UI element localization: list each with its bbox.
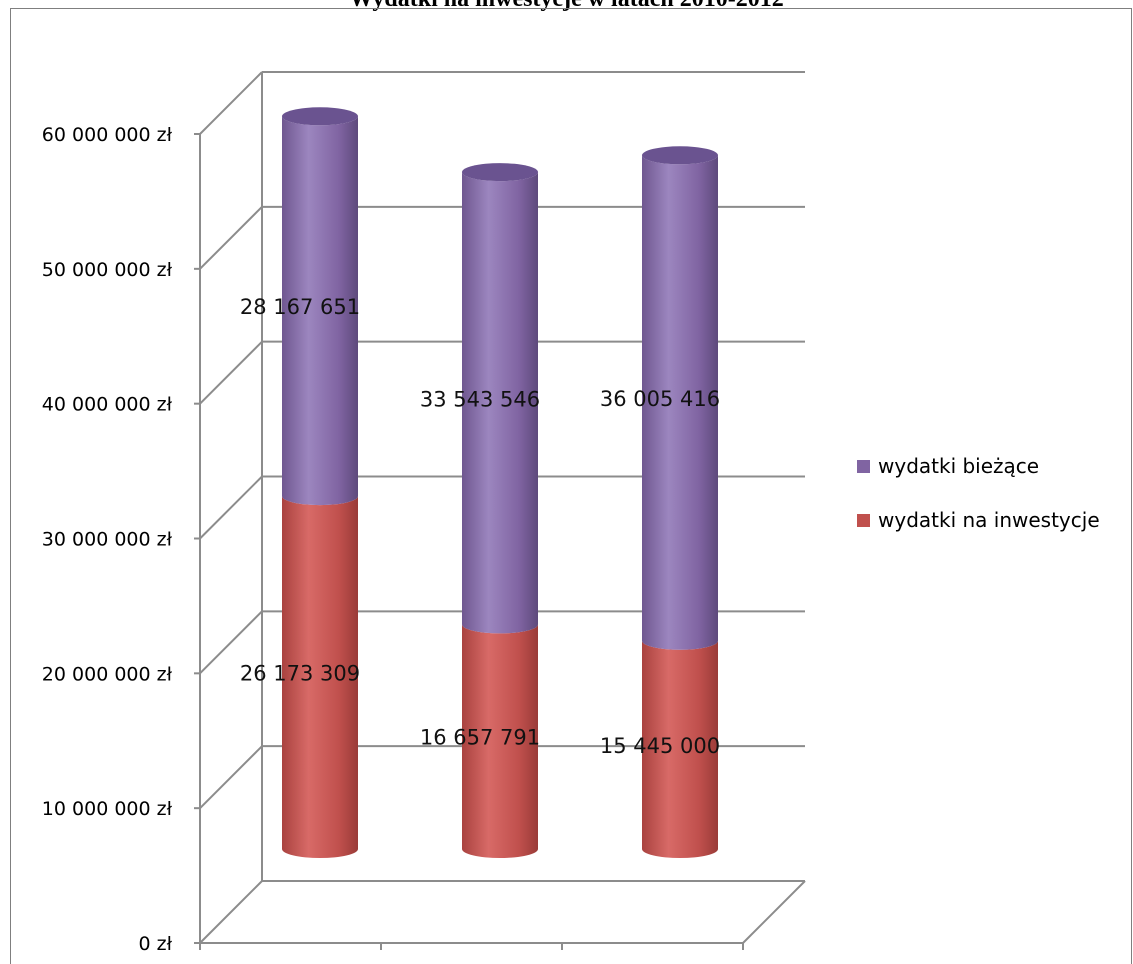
data-label: 26 173 309: [240, 662, 360, 686]
bar-top-cap: [282, 107, 358, 126]
gridline-side-1: [199, 745, 263, 809]
legend-swatch-wydatki-na-inwestycje: [857, 514, 870, 527]
chart-title: Wydatki na inwestycje w latach 2010-2012: [0, 0, 1133, 12]
bar-stack-2011: [462, 163, 538, 858]
gridline-side-6: [199, 71, 263, 135]
gridline-side-2: [199, 610, 263, 675]
bar-segment: [282, 116, 358, 506]
y-tick-label: 0 zł: [138, 933, 172, 955]
gridline-side-5: [199, 206, 263, 270]
y-tick-label: 10 000 000 zł: [42, 798, 173, 820]
data-labels-layer: 26 173 309 28 167 651 16 657 791 33 543 546…: [240, 295, 720, 758]
bar-segment: [642, 155, 718, 650]
gridline-side-3: [199, 475, 263, 540]
y-tick-label: 50 000 000 zł: [42, 259, 173, 281]
bar-top-cap: [642, 146, 718, 165]
bar-segment: [462, 172, 538, 634]
data-label: 15 445 000: [600, 734, 720, 758]
y-tick-label: 20 000 000 zł: [42, 663, 173, 685]
legend-label-wydatki-biezace: wydatki bieżące: [878, 454, 1039, 478]
bars-layer: [282, 107, 718, 858]
data-label: 36 005 416: [600, 387, 720, 411]
bar-segment: [642, 640, 718, 858]
bar-stack-2010: [282, 107, 358, 858]
gridline-side-4: [199, 340, 263, 405]
gridline-side-0: [199, 880, 263, 944]
bar-top-cap: [462, 163, 538, 182]
legend: wydatki bieżące wydatki na inwestycje: [857, 454, 1100, 532]
y-tick-label: 30 000 000 zł: [42, 529, 173, 551]
chart-frame: [10, 8, 1132, 964]
y-tick-label: 60 000 000 zł: [42, 124, 173, 146]
data-label: 33 543 546: [420, 387, 540, 411]
data-label: 16 657 791: [420, 726, 540, 750]
bar-segment: [282, 496, 358, 858]
floor-right-edge: [742, 880, 806, 944]
bar-segment: [462, 624, 538, 858]
y-tick-label: 40 000 000 zł: [42, 394, 173, 416]
bar-stack-2012: [642, 146, 718, 858]
data-label: 28 167 651: [240, 295, 360, 319]
legend-label-wydatki-na-inwestycje: wydatki na inwestycje: [878, 508, 1100, 532]
legend-swatch-wydatki-biezace: [857, 460, 870, 473]
